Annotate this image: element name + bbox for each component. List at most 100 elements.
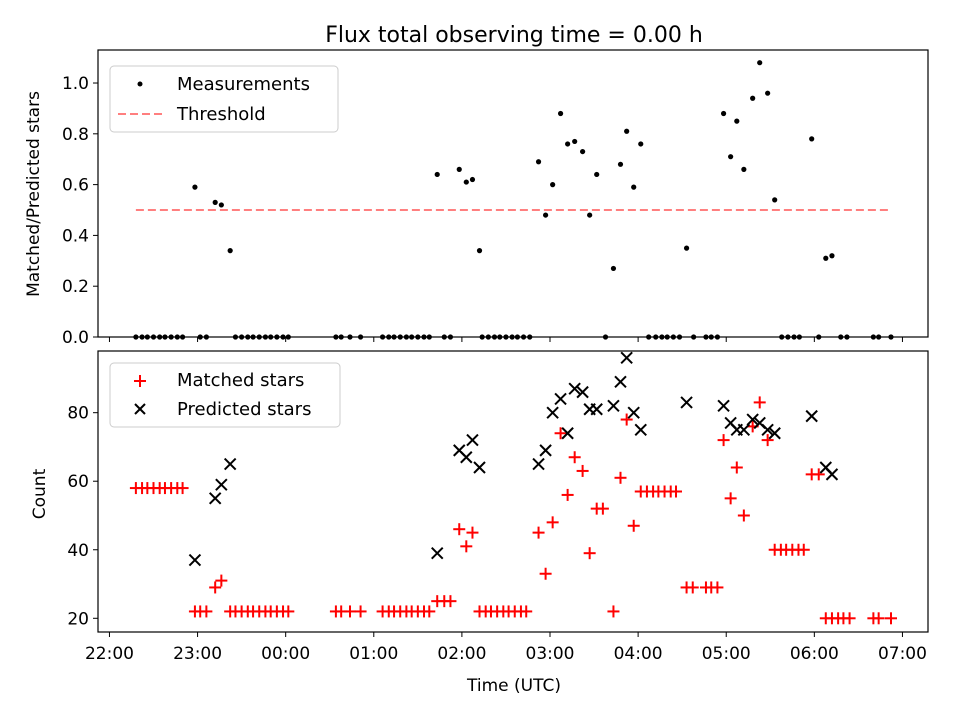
measurement-point: [239, 334, 245, 340]
measurement-point: [509, 334, 515, 340]
measurement-point: [491, 334, 498, 340]
measurement-point: [785, 334, 791, 340]
measurement-point: [421, 334, 427, 340]
predicted-point: [680, 396, 693, 409]
measurement-point: [888, 334, 894, 340]
measurement-point: [227, 248, 233, 254]
predicted-point: [215, 478, 228, 491]
measurement-point: [870, 334, 876, 340]
predicted-point: [627, 406, 640, 419]
predicted-point: [473, 461, 486, 474]
measurement-point: [250, 334, 256, 340]
measurement-point: [397, 334, 403, 340]
measurement-point: [683, 245, 690, 251]
predicted-point: [431, 546, 444, 560]
measurement-point: [469, 176, 476, 183]
legend-predicted-marker: [134, 403, 146, 415]
matched-point: [686, 581, 699, 594]
matched-point: [520, 605, 533, 618]
measurement-point: [610, 265, 617, 272]
measurement-point: [144, 334, 150, 340]
top-ytick-label: 1.0: [62, 74, 89, 94]
bottom-xtick-label: 06:00: [790, 644, 839, 664]
legend-measurements: Measurements: [177, 74, 310, 95]
measurement-point: [750, 95, 756, 101]
measurement-point: [386, 334, 392, 340]
measurement-point: [514, 334, 521, 340]
matched-point: [614, 471, 627, 484]
matched-point: [200, 605, 213, 618]
matched-point: [812, 468, 825, 481]
bottom-xtick-label: 22:00: [85, 644, 134, 664]
measurement-point: [426, 334, 432, 340]
measurement-point: [791, 334, 797, 340]
measurement-point: [617, 161, 624, 167]
measurement-point: [133, 334, 139, 340]
predicted-point: [825, 468, 839, 481]
matched-point: [576, 464, 589, 477]
predicted-point: [208, 492, 222, 505]
top-legend: Measurements Threshold: [109, 65, 339, 133]
predicted-point: [768, 427, 781, 440]
measurement-point: [809, 136, 815, 142]
matched-point: [561, 488, 574, 501]
measurement-point: [670, 334, 676, 340]
legend-predicted: Predicted stars: [177, 399, 311, 420]
matched-point: [797, 543, 810, 556]
matched-point: [607, 605, 620, 618]
measurement-point: [757, 60, 763, 66]
measurement-point: [232, 334, 239, 340]
measurement-point: [572, 138, 578, 145]
matched-point: [176, 482, 189, 495]
matched-point: [753, 396, 766, 409]
measurement-point: [139, 334, 145, 340]
measurement-point: [441, 334, 447, 340]
measurement-point: [691, 334, 697, 340]
matched-point: [282, 605, 295, 618]
bottom-xtick-label: 01:00: [349, 644, 398, 664]
predicted-point: [188, 553, 202, 567]
measurement-point: [280, 334, 286, 340]
legend-matched: Matched stars: [177, 370, 304, 391]
bottom-ytick-label: 20: [67, 609, 89, 629]
matched-point: [737, 509, 750, 522]
matched-point: [620, 413, 633, 426]
predicted-point: [634, 423, 647, 437]
measurement-point: [829, 253, 835, 259]
top-ytick-label: 0.6: [62, 176, 89, 196]
measurement-point: [256, 334, 262, 340]
measurement-point: [157, 334, 163, 340]
predicted-point: [761, 423, 774, 437]
top-ytick-label: 0.2: [62, 277, 89, 297]
measurement-point: [415, 334, 421, 340]
measurement-point: [197, 334, 203, 340]
matched-point: [583, 547, 596, 560]
measurement-point: [631, 184, 637, 190]
measurement-point: [543, 212, 549, 218]
measurement-point: [503, 334, 509, 340]
measurement-point: [838, 334, 844, 340]
matched-point: [872, 612, 885, 625]
predicted-point: [746, 413, 759, 426]
measurement-point: [479, 334, 485, 340]
matched-point: [568, 451, 581, 464]
measurement-point: [476, 248, 483, 254]
matched-point: [884, 612, 897, 625]
predicted-point: [561, 427, 574, 440]
matched-point: [596, 502, 609, 515]
predicted-point: [223, 457, 237, 471]
measurement-point: [338, 334, 344, 340]
matched-point: [670, 485, 683, 498]
matched-point: [554, 427, 567, 440]
measurement-point: [179, 334, 186, 340]
measurement-point: [653, 334, 659, 340]
matched-point: [532, 526, 545, 539]
chart-title: Flux total observing time = 0.00 h: [325, 23, 703, 48]
measurement-point: [463, 179, 469, 185]
bottom-xtick-label: 00:00: [261, 644, 310, 664]
matched-point: [627, 519, 640, 532]
top-ytick-label: 0.8: [62, 125, 89, 145]
measurement-point: [535, 159, 542, 165]
matched-point: [717, 434, 730, 447]
